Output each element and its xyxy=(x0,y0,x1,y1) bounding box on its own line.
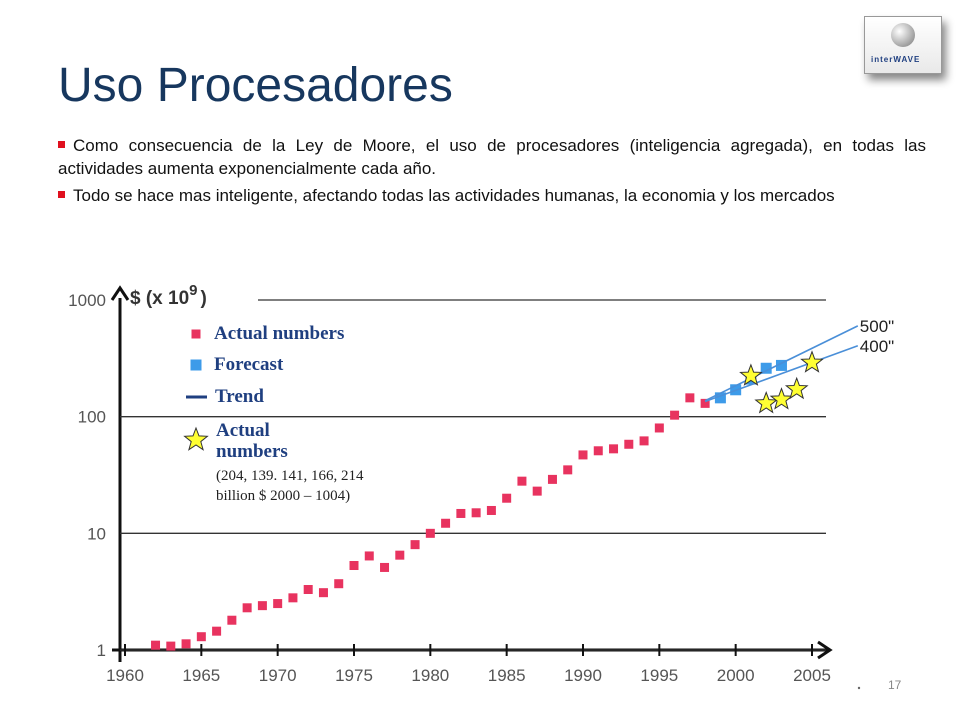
y-axis-arrow xyxy=(110,285,130,301)
legend-note: billion $ 2000 – 1004) xyxy=(216,488,351,504)
point xyxy=(654,423,664,433)
y-axis-label: $ (x 109) xyxy=(130,282,207,309)
x-tick-label: 1980 xyxy=(411,666,449,685)
bullet: Todo se hace mas inteligente, afectando … xyxy=(58,184,926,207)
point xyxy=(517,476,527,486)
point xyxy=(502,493,512,503)
point xyxy=(334,579,344,589)
x-tick-label: 1990 xyxy=(564,666,602,685)
bullet: Como consecuencia de la Ley de Moore, el… xyxy=(58,136,926,178)
y-tick-label: 100 xyxy=(78,408,106,427)
point xyxy=(563,465,573,475)
point xyxy=(395,550,405,560)
point xyxy=(380,562,390,572)
legend-marker xyxy=(190,359,202,371)
trend-label: 400" xyxy=(860,337,894,356)
star-point xyxy=(784,376,809,400)
point xyxy=(486,505,496,515)
star-point xyxy=(800,350,824,373)
point xyxy=(425,528,435,538)
point xyxy=(609,444,619,454)
trend-label: 500" xyxy=(860,317,894,336)
bullets: Como consecuencia de la Ley de Moore, el… xyxy=(58,134,926,211)
point xyxy=(242,603,252,613)
point xyxy=(181,639,191,649)
x-tick-label: 1985 xyxy=(488,666,526,685)
x-tick-label: 1960 xyxy=(106,666,144,685)
legend-marker xyxy=(183,426,209,451)
point xyxy=(257,601,267,611)
star-point xyxy=(754,390,779,414)
point xyxy=(700,398,710,408)
logo-text: interWAVE xyxy=(871,55,921,64)
point xyxy=(273,599,283,609)
legend-label: Trend xyxy=(215,386,264,407)
point xyxy=(532,486,542,496)
point xyxy=(288,593,298,603)
point xyxy=(593,446,603,456)
y-tick-label: 10 xyxy=(87,524,106,543)
point xyxy=(303,585,313,595)
point xyxy=(547,474,557,484)
point xyxy=(578,450,588,460)
point xyxy=(471,508,481,518)
point xyxy=(151,640,161,650)
star-point xyxy=(769,387,794,410)
point xyxy=(166,641,176,651)
point xyxy=(760,362,772,374)
x-tick-label: 1970 xyxy=(259,666,297,685)
x-tick-label: 1975 xyxy=(335,666,373,685)
x-tick-label: 2000 xyxy=(717,666,755,685)
point xyxy=(349,561,359,571)
x-tick-label: 1965 xyxy=(182,666,220,685)
point xyxy=(318,588,328,598)
dot xyxy=(857,686,861,690)
point xyxy=(624,439,634,449)
legend-label: Actual numbers xyxy=(216,420,288,462)
y-label-part: $ (x 10 xyxy=(130,288,189,309)
point xyxy=(441,518,451,528)
x-tick-label: 2005 xyxy=(793,666,831,685)
slide-title: Uso Procesadores xyxy=(58,59,453,112)
point xyxy=(456,508,466,518)
point xyxy=(227,615,237,625)
point xyxy=(685,393,695,403)
star-point xyxy=(739,363,763,386)
legend-note: (204, 139. 141, 166, 214 xyxy=(216,468,364,484)
point xyxy=(364,551,374,561)
logo-globe xyxy=(891,23,915,47)
point xyxy=(670,410,680,420)
y-tick-label: 1000 xyxy=(68,291,106,310)
legend-label: Actual numbers xyxy=(214,323,345,344)
point xyxy=(714,392,726,404)
legend-label: Forecast xyxy=(214,354,284,375)
point xyxy=(212,626,222,636)
point xyxy=(775,359,787,371)
logo: interWAVE xyxy=(864,16,942,74)
y-label-part: ) xyxy=(201,288,207,309)
legend-marker xyxy=(191,329,201,339)
trend-line xyxy=(704,325,859,402)
x-axis-arrow xyxy=(817,640,833,660)
point xyxy=(410,540,420,550)
point xyxy=(639,436,649,446)
page-number: 17 xyxy=(888,678,902,692)
x-tick-label: 1995 xyxy=(640,666,678,685)
point xyxy=(196,632,206,642)
y-tick-label: 1 xyxy=(97,641,106,660)
trend-line xyxy=(704,345,859,403)
y-label-exponent: 9 xyxy=(189,282,197,299)
